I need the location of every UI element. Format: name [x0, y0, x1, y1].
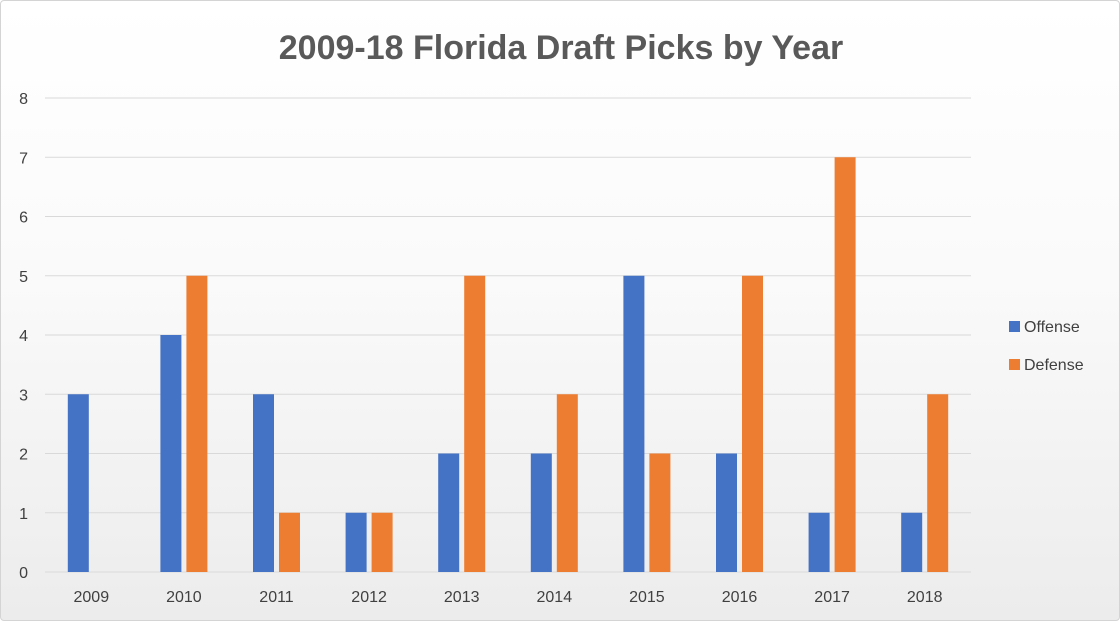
- y-tick-label: 3: [19, 387, 28, 404]
- bar-defense-2017: [834, 157, 856, 572]
- bar-defense-2013: [464, 275, 486, 572]
- bar-defense-2016: [742, 275, 763, 572]
- y-tick-label: 1: [19, 506, 28, 523]
- bar-offense-2017: [808, 512, 830, 572]
- x-tick-label: 2018: [907, 589, 943, 606]
- bar-defense-2018: [927, 394, 949, 572]
- bar-defense-2015: [649, 453, 671, 572]
- legend-label-defense: Defense: [1024, 357, 1084, 374]
- bar-offense-2010: [160, 335, 182, 572]
- bar-defense-2010: [186, 275, 208, 572]
- y-tick-label: 7: [19, 150, 28, 167]
- legend: Offense Defense: [1009, 319, 1084, 374]
- bar-defense-2012: [371, 512, 393, 572]
- x-tick-label: 2016: [722, 589, 758, 606]
- bar-offense-2013: [438, 453, 460, 572]
- y-tick-label: 4: [19, 328, 28, 345]
- y-tick-label: 8: [19, 91, 28, 108]
- x-tick-label: 2012: [351, 589, 387, 606]
- bar-offense-2009: [67, 394, 89, 572]
- bar-offense-2016: [716, 453, 737, 572]
- bar-defense-2014: [556, 394, 578, 572]
- bar-offense-2015: [623, 275, 645, 572]
- bar-offense-2011: [253, 394, 274, 572]
- x-tick-label: 2011: [259, 589, 294, 606]
- bar-offense-2014: [530, 453, 552, 572]
- x-tick-label: 2010: [166, 589, 202, 606]
- bar-offense-2018: [901, 512, 923, 572]
- y-tick-label: 2: [19, 447, 28, 464]
- x-tick-label: 2017: [814, 589, 850, 606]
- x-tick-label: 2009: [74, 589, 110, 606]
- legend-swatch-defense: [1009, 359, 1020, 370]
- gridlines: [45, 97, 971, 573]
- x-axis-ticks: 2009 2010 2011 2012 2013 2014 2015 2016 2017 2018: [74, 589, 943, 606]
- bars: [67, 157, 949, 572]
- legend-swatch-offense: [1009, 321, 1020, 332]
- chart-title: 2009-18 Florida Draft Picks by Year: [279, 29, 843, 67]
- bar-offense-2012: [345, 512, 367, 572]
- legend-label-offense: Offense: [1024, 319, 1080, 336]
- x-tick-label: 2014: [537, 589, 573, 606]
- x-tick-label: 2015: [629, 589, 665, 606]
- y-tick-label: 5: [19, 269, 28, 286]
- y-axis-ticks: 0 1 2 3 4 5 6 7 8: [19, 91, 28, 582]
- x-tick-label: 2013: [444, 589, 480, 606]
- y-tick-label: 0: [19, 565, 28, 582]
- y-tick-label: 6: [19, 210, 28, 227]
- bar-defense-2011: [279, 512, 300, 572]
